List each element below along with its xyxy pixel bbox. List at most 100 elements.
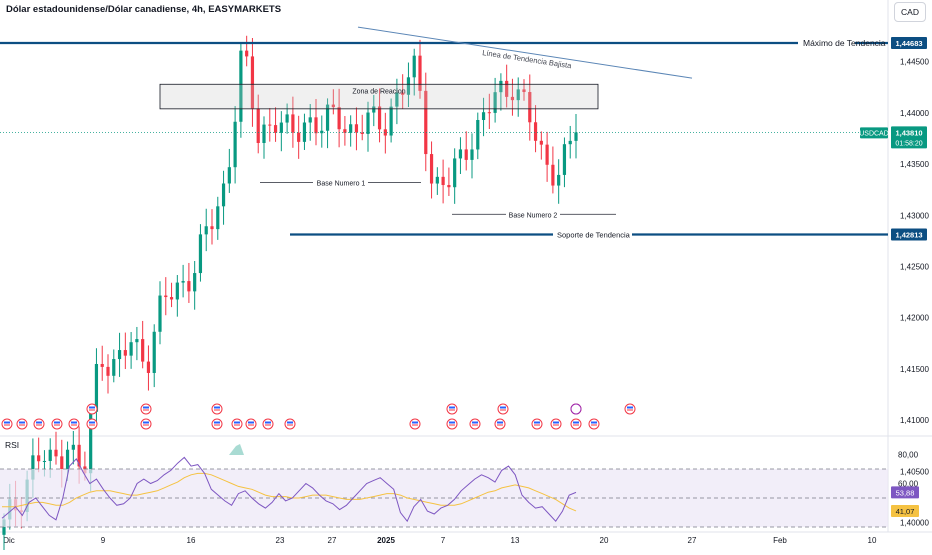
event-marker-flag: [449, 406, 455, 409]
event-marker-stripe: [19, 424, 25, 426]
support-value: 1,42813: [895, 230, 922, 239]
candle-body: [181, 281, 185, 283]
rsi-line: [1, 456, 577, 523]
rsi-y-tick: 60,00: [898, 480, 919, 489]
event-marker-stripe: [214, 424, 220, 426]
event-marker: [409, 418, 421, 430]
event-marker-stripe: [4, 424, 10, 426]
event-marker: [1, 418, 13, 430]
candle-body: [123, 350, 127, 356]
event-marker-flag: [214, 406, 220, 409]
candle-body: [65, 449, 70, 470]
y-tick-label: 1,43000: [900, 211, 929, 220]
event-marker-flag: [591, 421, 597, 424]
candle-body: [169, 297, 174, 300]
event-marker-stripe: [449, 409, 455, 411]
y-tick-label: 1,40500: [900, 467, 929, 476]
base2-label: Base Numero 2: [509, 212, 558, 219]
event-marker-flag: [143, 421, 149, 424]
event-marker-flag: [89, 421, 95, 424]
last-price-badge: [891, 126, 927, 149]
rsi-y-tick: 80,00: [898, 451, 919, 460]
event-marker: [86, 418, 98, 430]
candle-body: [325, 104, 330, 131]
event-marker: [469, 418, 481, 430]
candle-body: [187, 281, 191, 292]
event-marker: [446, 403, 458, 415]
x-tick-label: 20: [600, 536, 609, 545]
rsi-ma-badge: [891, 504, 919, 517]
event-marker-stripe: [287, 424, 293, 426]
candle-body: [516, 89, 520, 101]
event-marker: [140, 418, 152, 430]
event-marker-stripe: [89, 409, 95, 411]
event-marker-flag: [234, 421, 240, 424]
candle-body: [60, 456, 64, 470]
candle-body: [198, 234, 203, 274]
candle-body: [152, 331, 156, 373]
candle-body: [389, 106, 393, 136]
event-marker-flag: [573, 421, 579, 424]
event-marker-flag: [36, 421, 42, 424]
y-tick-label: 1,40000: [900, 519, 929, 528]
event-marker-flag: [500, 406, 506, 409]
candle-body: [372, 106, 376, 113]
rsi-label: RSI: [5, 440, 20, 450]
event-marker: [16, 418, 28, 430]
event-marker-stripe: [143, 409, 149, 411]
candle-body: [89, 411, 93, 474]
event-marker-stripe: [472, 424, 478, 426]
y-tick-label: 1,44000: [900, 109, 929, 118]
candle-body: [54, 449, 58, 457]
candle-body: [481, 112, 486, 121]
event-marker-flag: [143, 406, 149, 409]
event-marker: [245, 418, 257, 430]
currency-button[interactable]: CAD: [894, 2, 926, 22]
event-marker-stripe: [500, 409, 506, 411]
event-marker-flag: [71, 421, 77, 424]
candle-body: [458, 149, 463, 159]
reaction-zone: [159, 83, 599, 110]
candle-body: [262, 124, 266, 143]
event-marker-stripe: [534, 424, 540, 426]
event-marker-flag: [627, 406, 633, 409]
candle-body: [510, 96, 515, 101]
candle-body: [557, 174, 561, 186]
event-marker: [446, 418, 458, 430]
candle-body: [204, 226, 208, 235]
event-marker: [211, 418, 223, 430]
candle-body: [383, 129, 387, 136]
event-marker-stripe: [89, 424, 95, 426]
x-tick-label: 23: [276, 536, 285, 545]
downtrend-label: Línea de Tendencia Bajista: [482, 48, 573, 70]
event-marker: [284, 418, 296, 430]
candle-body: [48, 449, 52, 461]
event-marker-flag: [534, 421, 540, 424]
candle-body: [505, 80, 509, 97]
chart-title: Dólar estadounidense/Dólar canadiense, 4…: [6, 4, 282, 15]
candle-body: [297, 132, 301, 142]
event-marker-stripe: [71, 424, 77, 426]
candle-body: [406, 77, 411, 95]
candle-body: [395, 92, 399, 107]
candle-body: [441, 176, 445, 186]
candle-body: [135, 339, 139, 343]
downtrend-line: [357, 26, 693, 79]
support-badge: [891, 228, 927, 241]
candle-body: [453, 158, 457, 188]
candle-body: [94, 363, 99, 412]
candle-body: [146, 361, 151, 373]
event-marker-stripe: [143, 424, 149, 426]
event-marker-stripe: [248, 424, 254, 426]
max-trend-label: Máximo de Tendencia: [803, 38, 886, 48]
candle-body: [354, 124, 359, 133]
event-marker: [51, 418, 63, 430]
candle-body: [245, 50, 249, 57]
candle-body: [42, 460, 47, 462]
event-marker-flag: [497, 421, 503, 424]
event-marker-flag: [287, 421, 293, 424]
rsi-value-badge: [891, 486, 919, 499]
candle-body: [539, 140, 543, 145]
candle-body: [227, 167, 231, 184]
